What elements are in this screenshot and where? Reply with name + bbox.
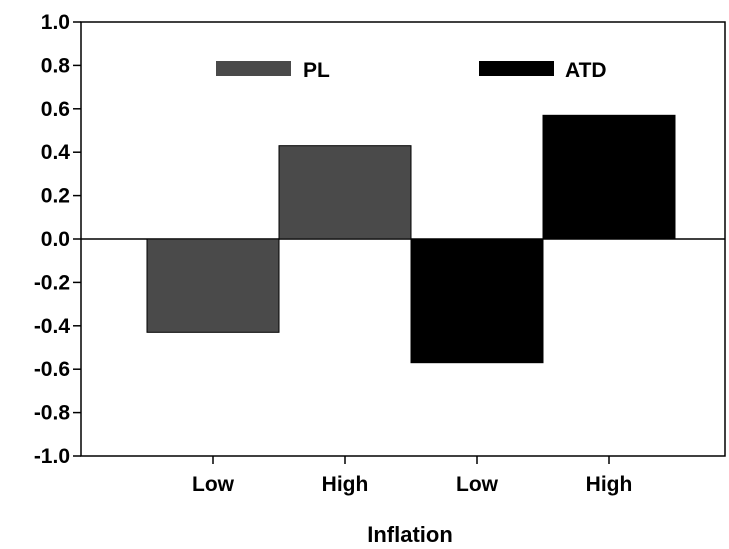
bar: [410, 238, 544, 364]
y-tick-label: -0.2: [34, 271, 70, 294]
y-tick-label: 0.8: [41, 54, 71, 77]
x-tick-label: High: [322, 473, 369, 496]
y-tick-label: -0.4: [34, 315, 71, 338]
bar: [542, 114, 676, 240]
bar: [146, 238, 280, 333]
x-tick-label: Low: [192, 473, 235, 496]
bar: [278, 145, 412, 240]
legend-swatch: [216, 61, 291, 76]
y-tick-label: -0.6: [34, 358, 70, 381]
y-tick-label: 0.6: [41, 98, 70, 121]
x-tick-label: Low: [456, 473, 499, 496]
y-tick-label: 0.4: [41, 141, 71, 164]
legend-label: ATD: [565, 59, 607, 82]
legend-swatch: [479, 61, 554, 76]
y-tick-label: 0.2: [41, 185, 70, 208]
y-tick-label: -0.8: [34, 402, 71, 425]
y-tick-label: 0.0: [41, 228, 70, 251]
legend-label: PL: [303, 59, 330, 82]
x-tick-label: High: [586, 473, 633, 496]
y-axis: 1.0 0.8 0.6 0.4 0.2 0.0 -0.2 -0.4 -0.6 -0.8 -1.0: [34, 11, 81, 468]
y-tick-label: 1.0: [41, 11, 70, 34]
y-tick-label: -1.0: [34, 445, 70, 468]
x-axis-title: Inflation: [367, 522, 453, 547]
legend: PL ATD: [216, 59, 607, 82]
bars: [146, 114, 676, 364]
x-axis: Low High Low High: [192, 456, 632, 496]
